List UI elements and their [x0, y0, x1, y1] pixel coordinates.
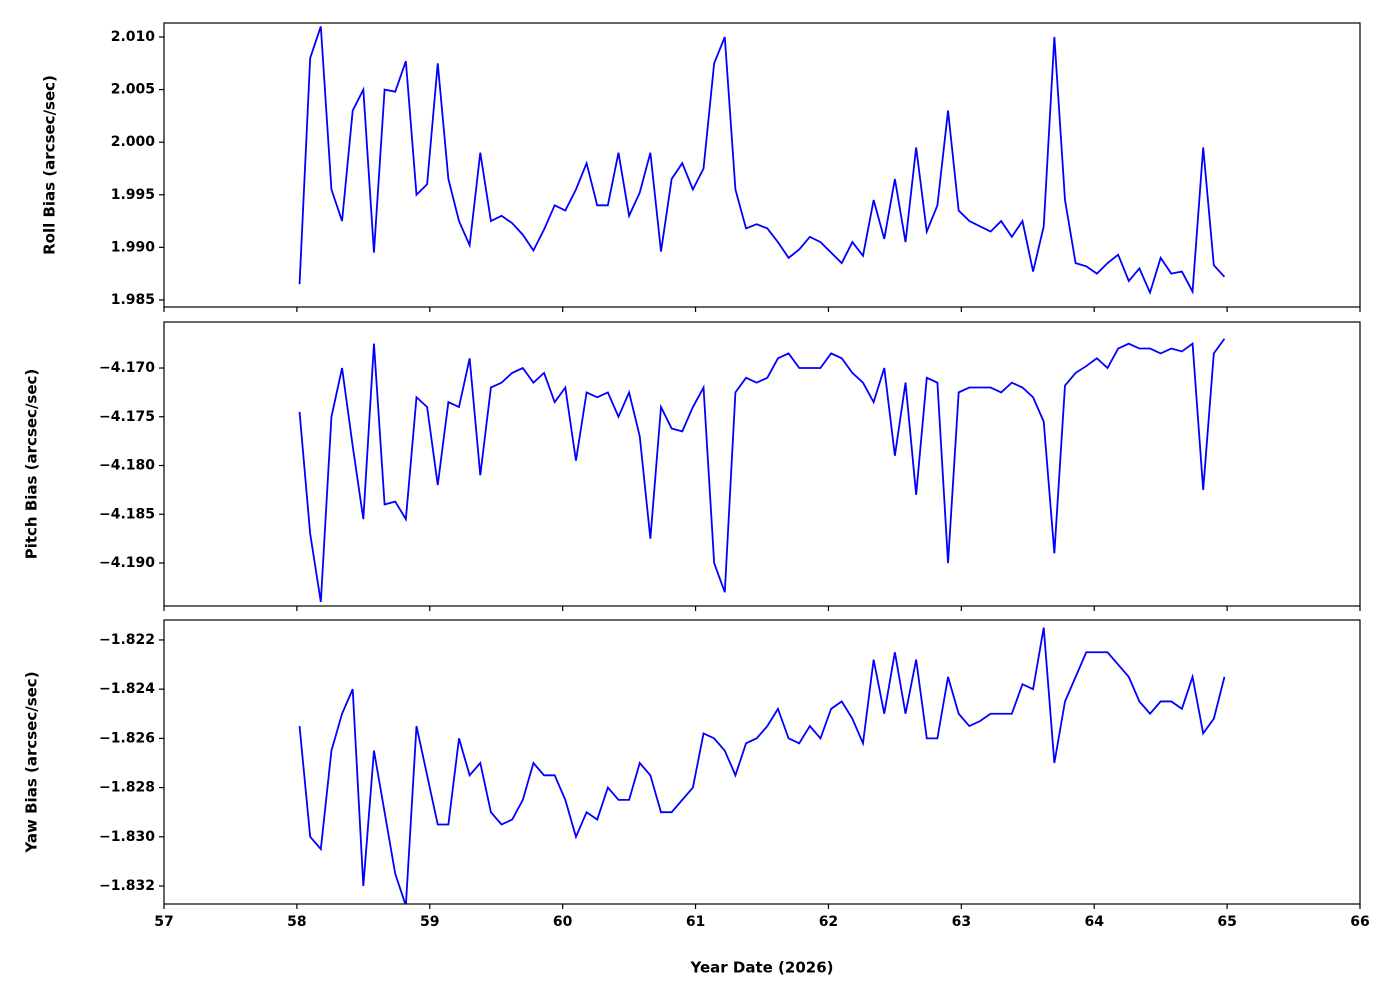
y-axis-label: Pitch Bias (arcsec/sec) — [23, 369, 41, 560]
y-tick-label: 2.010 — [111, 29, 156, 45]
y-tick-label: −1.826 — [99, 730, 155, 746]
y-axis-label: Roll Bias (arcsec/sec) — [41, 75, 59, 255]
y-tick-label: −4.190 — [99, 555, 155, 571]
x-tick-label: 66 — [1350, 914, 1369, 930]
series-line — [298, 627, 1226, 904]
x-tick-label: 61 — [686, 914, 705, 930]
y-tick-label: 2.000 — [111, 134, 156, 150]
y-tick-label: −1.830 — [99, 829, 155, 845]
y-tick-label: 2.005 — [111, 82, 155, 98]
axes-frame — [163, 22, 1361, 308]
x-tick-label: 58 — [287, 914, 306, 930]
y-tick-label: −4.175 — [99, 409, 155, 425]
y-tick-label: 1.985 — [111, 292, 155, 308]
y-tick-label: −1.828 — [99, 780, 155, 796]
y-axis-label: Yaw Bias (arcsec/sec) — [23, 671, 41, 853]
x-tick-label: 59 — [420, 914, 439, 930]
y-tick-label: −1.832 — [99, 878, 155, 894]
series-line — [298, 338, 1226, 603]
x-tick-label: 65 — [1217, 914, 1236, 930]
axes-frame — [163, 321, 1361, 607]
y-tick-label: −1.822 — [99, 632, 155, 648]
y-tick-label: −4.170 — [99, 360, 155, 376]
y-tick-label: −4.185 — [99, 506, 155, 522]
y-tick-label: −4.180 — [99, 458, 155, 474]
y-tick-label: 1.990 — [111, 239, 156, 255]
x-tick-label: 57 — [154, 914, 173, 930]
axes-frame — [163, 619, 1361, 905]
x-axis-label: Year Date (2026) — [690, 959, 834, 977]
y-tick-label: 1.995 — [111, 187, 155, 203]
x-tick-label: 63 — [952, 914, 971, 930]
y-tick-label: −1.824 — [99, 681, 155, 697]
x-tick-label: 60 — [553, 914, 573, 930]
x-tick-label: 64 — [1084, 914, 1104, 930]
series-line — [298, 26, 1226, 296]
x-tick-label: 62 — [819, 914, 838, 930]
